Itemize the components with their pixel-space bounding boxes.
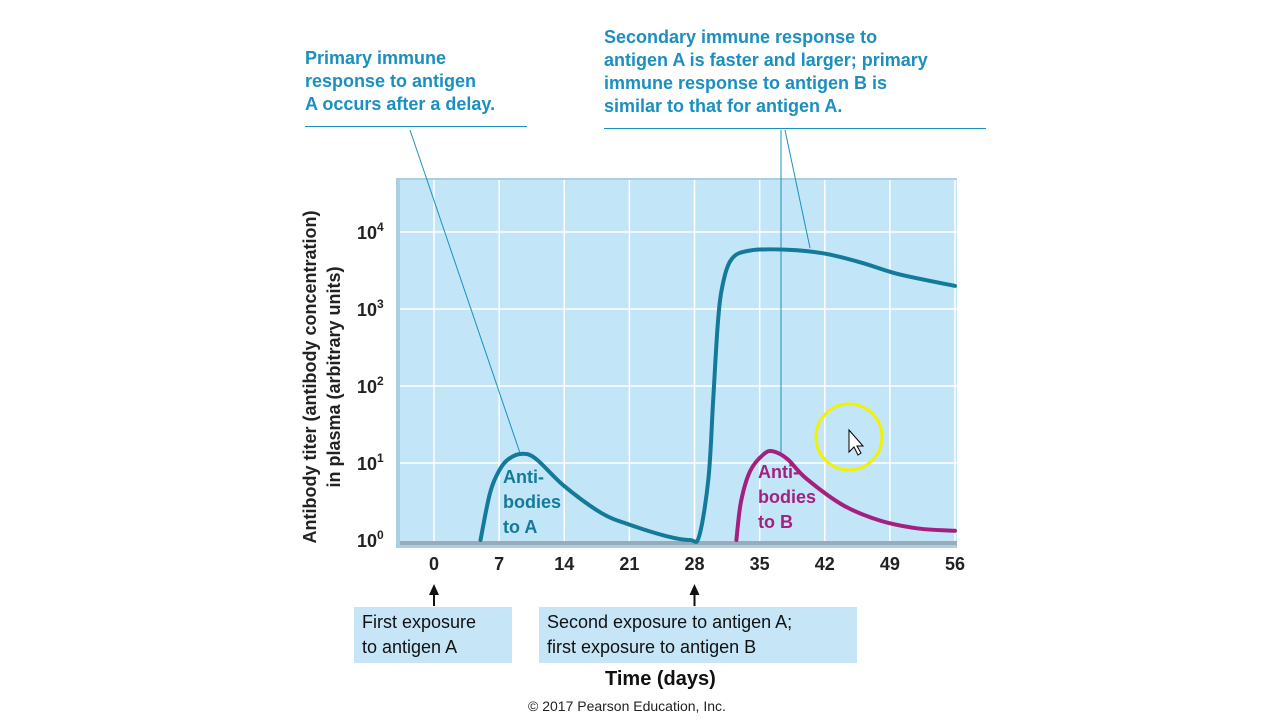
x-tick-label: 0 (429, 554, 439, 574)
secondary-response-annotation: Secondary immune response to antigen A i… (604, 26, 986, 129)
y-tick-exponent: 3 (377, 297, 384, 311)
arrow-head (689, 584, 700, 595)
arrow-head (429, 584, 439, 595)
second-exposure-box: Second exposure to antigen A; first expo… (539, 607, 857, 663)
x-tick-label: 7 (494, 554, 504, 574)
x-tick-label: 42 (815, 554, 835, 574)
annotation-line: primary (861, 50, 928, 70)
leader-line (784, 129, 811, 249)
series-label: bodies (758, 487, 816, 507)
first-exposure-box: First exposure to antigen A (354, 607, 512, 663)
series-line-a (478, 247, 957, 544)
annotation-line: to antigen B is (758, 73, 888, 93)
series-label: to B (758, 512, 793, 532)
box-line: First exposure (362, 612, 477, 632)
cursor-highlight (814, 402, 884, 472)
series-label: Anti- (503, 467, 544, 487)
y-tick-exponent: 1 (377, 451, 384, 465)
x-tick-label: 14 (554, 554, 574, 574)
primary-response-annotation: Primary immune response to antigen A occ… (305, 47, 527, 127)
box-line: first exposure to antigen B (547, 637, 757, 657)
box-line: to antigen A (362, 637, 458, 657)
plot-area (400, 180, 957, 542)
annotation-line: to (855, 27, 878, 47)
series-label: Anti- (758, 462, 799, 482)
x-tick-label: 49 (880, 554, 900, 574)
y-tick-label: 102 (357, 374, 384, 397)
annotation-line: Secondary immune response (604, 27, 856, 47)
y-tick-exponent: 2 (377, 374, 384, 388)
annotation-line: immune response (604, 73, 759, 93)
x-axis-label: Time (days) (605, 668, 716, 690)
x-tick-label: 28 (684, 554, 704, 574)
y-tick-label: 100 (357, 528, 384, 551)
x-tick-label: 21 (619, 554, 639, 574)
series-label: to A (503, 517, 537, 537)
y-axis-label: in plasma (arbitrary units) (324, 266, 344, 487)
leader-line (409, 129, 522, 457)
series-label: bodies (503, 492, 561, 512)
y-tick-exponent: 0 (377, 528, 384, 542)
annotation-line: similar to that for antigen A. (604, 96, 843, 116)
y-tick-label: 104 (357, 220, 384, 243)
y-tick-label: 103 (357, 297, 384, 320)
y-axis-label: Antibody titer (antibody concentration) (300, 211, 320, 544)
series-line-b (734, 448, 957, 542)
cursor-icon (848, 428, 865, 456)
box-line: Second exposure to antigen A; (547, 612, 793, 632)
annotation-line: antigen A is faster and larger; (604, 50, 862, 70)
y-tick-label: 101 (357, 451, 384, 474)
annotation-line: Primary immune (305, 48, 447, 68)
x-tick-label: 35 (750, 554, 770, 574)
annotation-line: A occurs after a delay. (305, 94, 496, 114)
y-tick-exponent: 4 (377, 220, 384, 234)
x-tick-label: 56 (945, 554, 965, 574)
annotation-line: response to antigen (305, 71, 477, 91)
copyright: © 2017 Pearson Education, Inc. (528, 698, 726, 714)
